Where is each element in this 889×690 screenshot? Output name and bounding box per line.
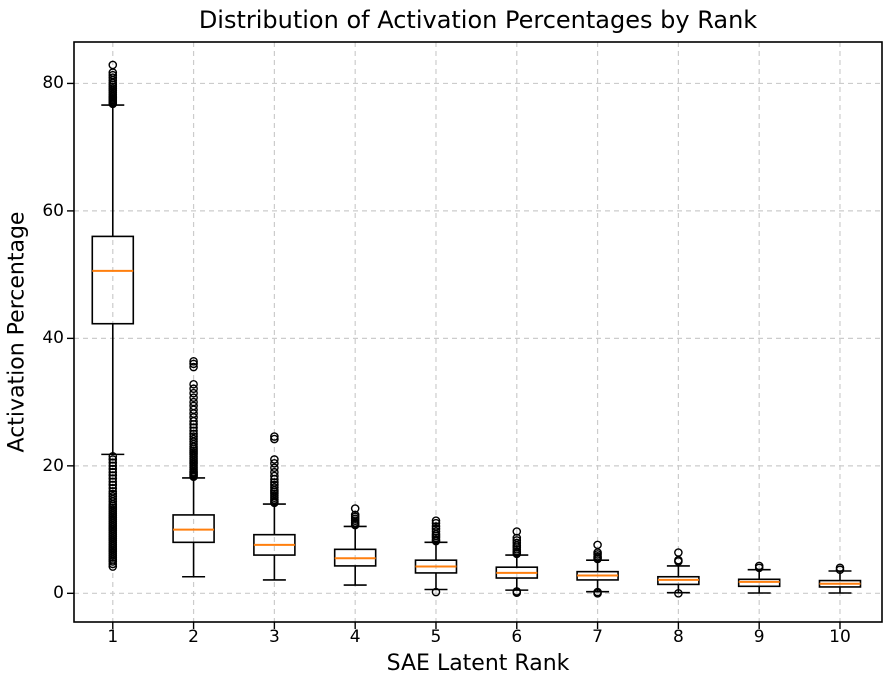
outlier-point <box>350 504 360 513</box>
outlier-point <box>674 589 683 598</box>
boxplot-rank-9 <box>737 561 781 594</box>
outlier-point <box>189 429 198 439</box>
outlier-point <box>270 455 279 464</box>
x-tick-label: 6 <box>511 627 523 647</box>
axes-spines <box>73 41 883 623</box>
outlier-point <box>431 522 441 531</box>
outlier-point <box>189 434 198 444</box>
outlier-point <box>270 478 279 487</box>
outlier-point <box>593 540 602 550</box>
boxplot-rank-3 <box>253 432 296 581</box>
outlier-point <box>512 536 522 545</box>
outlier-point <box>108 474 118 483</box>
outlier-point <box>108 461 118 471</box>
x-tick-label: 2 <box>188 627 199 647</box>
outlier-point <box>350 510 360 520</box>
boxplot-rank-8 <box>657 548 700 598</box>
outlier-point <box>108 70 118 80</box>
outlier-point <box>512 533 522 543</box>
outlier-point <box>108 492 118 501</box>
outlier-point <box>270 483 279 492</box>
iqr-box <box>91 235 135 325</box>
y-tick-label: 40 <box>42 328 64 349</box>
x-tick-label: 8 <box>672 627 684 647</box>
y-tick-label: 0 <box>53 583 64 604</box>
boxplot-rank-6 <box>495 527 539 597</box>
outlier-point <box>431 524 441 534</box>
outlier-point <box>189 401 198 411</box>
outlier-point <box>512 527 522 536</box>
outlier-point <box>431 527 441 536</box>
outlier-point <box>189 426 198 436</box>
outlier-point <box>189 357 198 366</box>
outlier-point <box>108 464 118 474</box>
outlier-point <box>431 516 441 525</box>
x-tick-label: 7 <box>592 627 603 647</box>
outlier-point <box>108 477 118 487</box>
boxplot-rank-4 <box>333 504 377 586</box>
outlier-point <box>754 561 764 571</box>
x-tick-label: 9 <box>753 627 765 647</box>
x-tick-label: 10 <box>829 627 851 647</box>
chart-title: Distribution of Activation Percentages b… <box>198 6 758 34</box>
outlier-point <box>512 538 522 548</box>
x-tick-label: 3 <box>268 627 280 647</box>
boxplot-rank-5 <box>414 516 458 597</box>
outlier-point <box>270 471 279 481</box>
outlier-point <box>108 458 118 467</box>
outlier-point <box>108 480 118 490</box>
outlier-point <box>270 480 279 490</box>
outlier-point <box>431 587 441 597</box>
outlier-point <box>189 388 198 398</box>
outlier-point <box>270 467 279 477</box>
outlier-point <box>512 587 522 596</box>
outlier-point <box>189 397 198 407</box>
outlier-point <box>108 60 118 70</box>
outlier-point <box>593 587 602 597</box>
y-tick-label: 80 <box>42 73 64 94</box>
outlier-point <box>108 471 118 480</box>
outlier-point <box>189 384 198 394</box>
outlier-point <box>189 423 198 432</box>
x-tick-label: 5 <box>430 627 442 647</box>
outlier-point <box>108 487 118 496</box>
outlier-point <box>189 379 198 389</box>
outlier-point <box>108 455 118 464</box>
outlier-point <box>270 458 279 468</box>
x-tick-label: 1 <box>107 627 119 647</box>
outlier-point <box>189 393 198 402</box>
outlier-point <box>108 559 118 569</box>
outlier-point <box>108 73 118 82</box>
outlier-point <box>189 432 198 441</box>
boxplot-rank-10 <box>818 563 862 594</box>
outlier-point <box>270 463 279 473</box>
boxplot-rank-1 <box>91 60 135 571</box>
outlier-point <box>189 362 198 372</box>
x-tick-label: 4 <box>349 627 361 647</box>
boxplot-rank-7 <box>576 540 619 598</box>
outlier-point <box>189 359 198 369</box>
outlier-point <box>431 518 441 528</box>
y-tick-label: 20 <box>42 455 64 476</box>
x-axis-label: SAE Latent Rank <box>386 651 570 676</box>
outlier-point <box>835 563 845 573</box>
outlier-point <box>108 489 118 499</box>
outlier-point <box>270 434 279 444</box>
outlier-point <box>108 451 118 461</box>
y-tick-label: 60 <box>42 200 64 221</box>
outlier-point <box>108 467 118 477</box>
outlier-point <box>674 548 683 557</box>
outlier-point <box>270 432 279 441</box>
outlier-point <box>108 483 118 493</box>
boxplot-rank-2 <box>172 357 215 578</box>
